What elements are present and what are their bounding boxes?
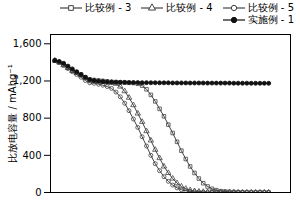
html-text:比较例 - 4: 比较例 - 4 <box>166 2 213 13</box>
html-text:比较例 - 3: 比较例 - 3 <box>85 2 132 13</box>
svg-text:400: 400 <box>22 150 41 161</box>
html-text:比较例 - 5: 比较例 - 5 <box>247 2 294 13</box>
svg-text:800: 800 <box>22 112 41 123</box>
html-text:实施例 - 1: 实施例 - 1 <box>247 14 294 25</box>
svg-text:0: 0 <box>35 187 41 198</box>
svg-text:1,600: 1,600 <box>13 38 42 49</box>
svg-text:比放电容量 / mAhg⁻¹: 比放电容量 / mAhg⁻¹ <box>7 64 18 162</box>
svg-text:1,200: 1,200 <box>12 75 42 87</box>
